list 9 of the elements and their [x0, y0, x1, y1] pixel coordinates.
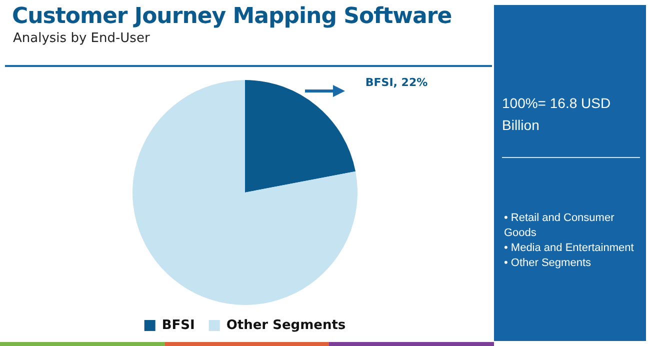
- text: 100%= 16.8 USD Billion: [502, 94, 612, 135]
- text: • Media and Entertainment: [504, 241, 635, 256]
- legend-label: Other Segments: [226, 318, 346, 333]
- data-label: BFSI, 22%: [365, 76, 428, 90]
- text: • Retail and Consumer Goods: [504, 211, 616, 241]
- legend-label: BFSI: [162, 318, 195, 333]
- text: • Other Segments: [504, 256, 592, 271]
- chart-title: Customer Journey Mapping Software: [12, 4, 452, 29]
- chart-subtitle: Analysis by End-User: [13, 31, 150, 46]
